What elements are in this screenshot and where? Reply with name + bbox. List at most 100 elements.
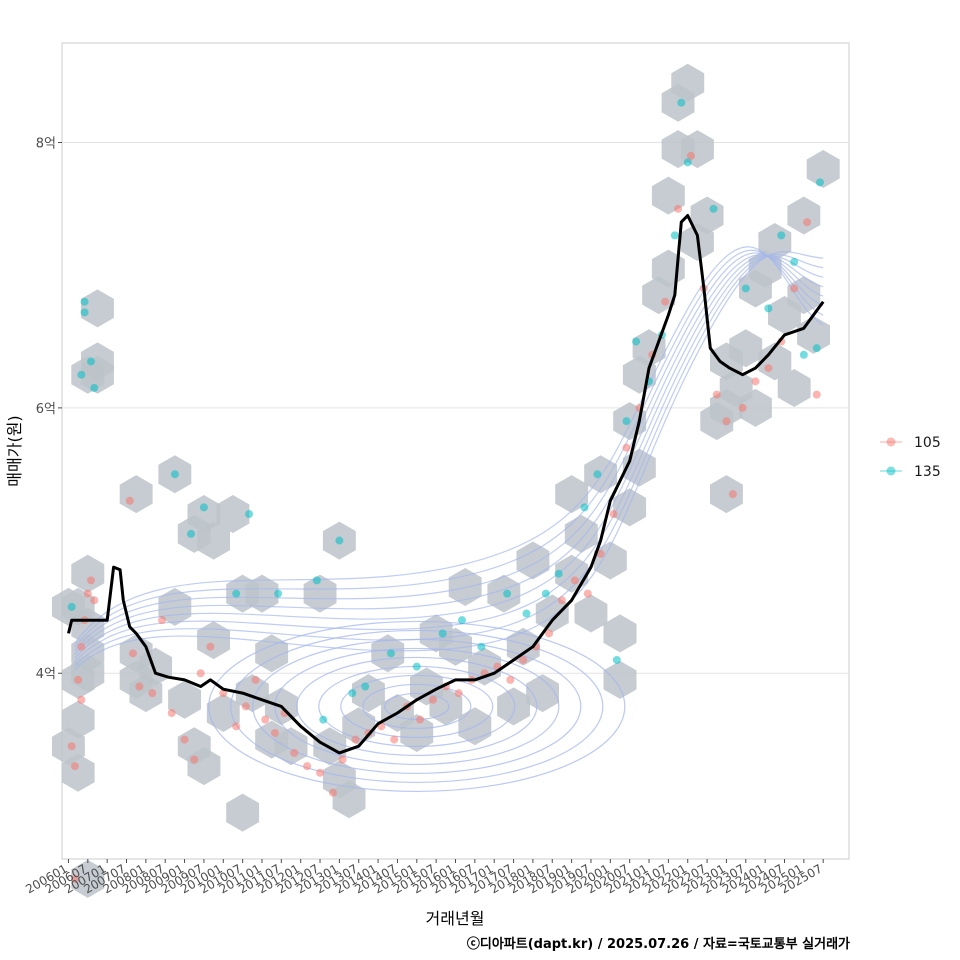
point-135 [412, 662, 421, 671]
point-105 [545, 629, 554, 638]
hexbin [710, 475, 743, 514]
point-105 [519, 655, 528, 664]
point-105 [251, 675, 260, 684]
density-contour [74, 246, 824, 644]
point-135 [812, 344, 821, 353]
point-135 [683, 158, 692, 167]
point-105 [128, 649, 137, 658]
point-105 [454, 689, 463, 698]
point-105 [167, 709, 176, 718]
point-135 [593, 470, 602, 479]
hexbin [729, 329, 763, 368]
point-135 [580, 503, 589, 512]
point-135 [477, 642, 486, 651]
point-135 [670, 231, 679, 240]
panel-border [61, 42, 850, 860]
point-105 [316, 768, 325, 777]
point-135 [361, 682, 370, 691]
hexbin [71, 554, 105, 593]
y-axis-ticks: 4억 6억 8억 [36, 137, 62, 682]
point-135 [90, 383, 99, 392]
y-tick-label: 4억 [36, 667, 56, 682]
point-135 [777, 231, 786, 240]
density-contour [74, 255, 824, 663]
hexbin [158, 587, 192, 626]
point-105 [70, 874, 79, 883]
hexbin [81, 289, 114, 328]
point-105 [751, 377, 760, 386]
point-135 [622, 417, 631, 426]
point-135 [386, 649, 395, 658]
point-105 [790, 284, 799, 293]
hexbin [603, 614, 637, 653]
point-105 [328, 788, 337, 797]
hexbin [526, 674, 559, 713]
hexbin [555, 475, 589, 514]
hexbin [787, 196, 821, 235]
hexbin [574, 594, 608, 633]
hexbin [651, 176, 685, 215]
point-105 [180, 735, 189, 744]
median-line-layer [67, 214, 825, 755]
point-135 [741, 284, 750, 293]
density-contour [340, 674, 494, 739]
point-105 [728, 490, 737, 499]
hexbin [603, 660, 637, 699]
hexbin [197, 621, 230, 660]
point-135 [77, 370, 86, 379]
point-105 [416, 715, 425, 724]
point-105 [206, 642, 215, 651]
point-135 [457, 616, 466, 625]
point-135 [87, 357, 96, 366]
point-105 [661, 297, 670, 306]
point-135 [541, 589, 550, 598]
legend-label: 135 [914, 464, 941, 480]
point-135 [612, 655, 621, 664]
point-105 [722, 417, 731, 426]
point-105 [622, 443, 631, 452]
hexbin [235, 674, 269, 713]
point-135 [319, 715, 328, 724]
point-105 [241, 702, 250, 711]
point-105 [232, 722, 241, 731]
point-105 [351, 735, 360, 744]
density-contour [74, 254, 824, 655]
hexbin [61, 753, 95, 792]
legend-key-point [886, 466, 896, 476]
point-105 [87, 576, 96, 585]
density-contour [74, 254, 824, 667]
point-105 [303, 762, 312, 771]
point-135 [790, 257, 799, 266]
hexbin [216, 495, 250, 533]
x-axis-title: 거래년월 [426, 909, 485, 928]
point-135 [312, 576, 321, 585]
point-135 [632, 337, 641, 346]
x-axis-ticks: 2006012006072007012007072008012008072009… [23, 859, 825, 897]
point-135 [274, 589, 283, 598]
point-105 [270, 728, 279, 737]
hexbin [506, 627, 540, 666]
density-contour [74, 255, 824, 659]
density-contour [274, 647, 560, 766]
hexbin [332, 780, 366, 819]
point-135 [80, 297, 89, 306]
hexbin [739, 388, 772, 427]
point-135 [709, 204, 718, 213]
point-135 [245, 510, 254, 519]
point-105 [157, 616, 166, 625]
legend-key-point [886, 437, 896, 447]
legend: 105 135 [880, 435, 941, 480]
hexbin [303, 574, 337, 613]
point-135 [764, 304, 773, 313]
point-105 [290, 748, 299, 757]
hexbin [61, 700, 95, 739]
hexbin [516, 541, 550, 580]
point-105 [338, 755, 347, 764]
point-135 [815, 178, 824, 187]
point-135 [677, 98, 686, 107]
point-105 [609, 510, 618, 519]
point-105 [148, 689, 157, 698]
point-105 [390, 735, 399, 744]
point-105 [70, 762, 79, 771]
source-caption: ⓒ디아파트(dapt.kr) / 2025.07.26 / 자료=국토교통부 실… [466, 937, 850, 952]
